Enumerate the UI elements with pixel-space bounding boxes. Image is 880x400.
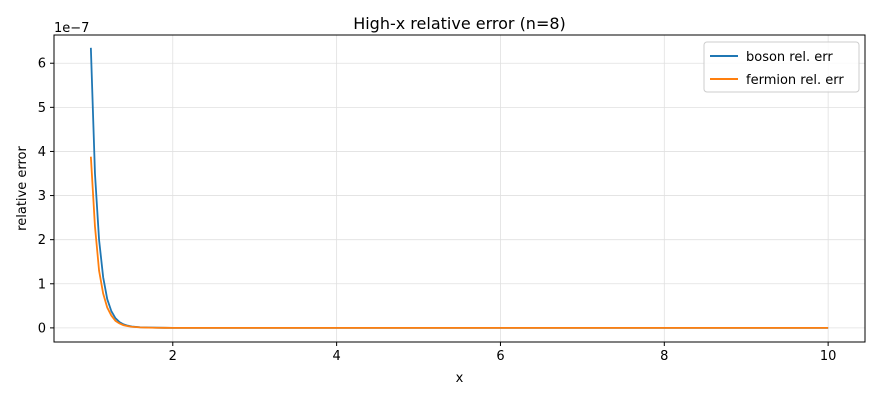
x-tick-label: 2	[169, 349, 177, 364]
x-tick-label: 10	[820, 349, 837, 364]
legend-label-boson: boson rel. err	[746, 50, 833, 65]
y-tick-label: 4	[38, 145, 46, 160]
y-tick-label: 2	[38, 233, 46, 248]
y-tick-label: 5	[38, 101, 46, 116]
x-tick-label: 4	[332, 349, 340, 364]
plot-frame	[53, 34, 866, 343]
y-axis-label: relative error	[15, 146, 30, 231]
y-tick-label: 6	[38, 57, 46, 72]
x-tick-label: 6	[496, 349, 504, 364]
legend-label-fermion: fermion rel. err	[746, 73, 844, 88]
chart-title: High-x relative error (n=8)	[353, 14, 566, 33]
legend-box	[703, 41, 860, 93]
y-tick-label: 1	[38, 277, 46, 292]
ticks: 2 4 6 8 10 0 1 2 3 4 5 6	[38, 57, 837, 364]
y-tick-label: 3	[38, 189, 46, 204]
x-axis-label: x	[456, 371, 464, 386]
legend: boson rel. err fermion rel. err	[703, 41, 860, 93]
x-tick-label: 8	[660, 349, 668, 364]
y-tick-label: 0	[38, 321, 46, 336]
series-layer	[89, 47, 829, 329]
y-offset-label: 1e−7	[54, 21, 89, 36]
series-line-fermion	[89, 156, 829, 329]
